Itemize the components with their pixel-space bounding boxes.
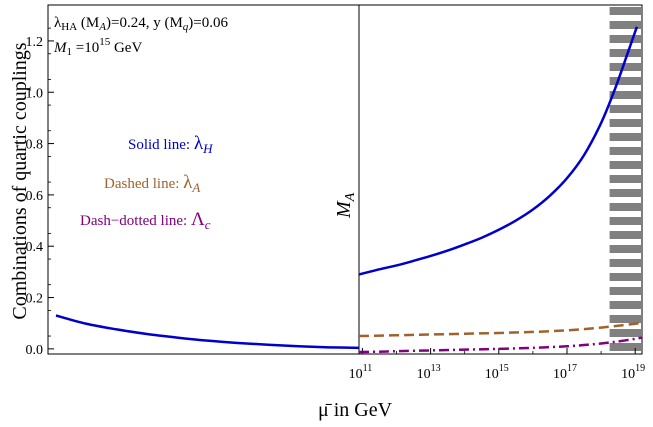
band-stripe <box>609 203 642 211</box>
x-tick-label: 1015 <box>485 363 509 382</box>
series-group <box>55 26 642 354</box>
annotation-couplings: λHA (MA)=0.24, y (Mq)=0.06 <box>54 15 229 33</box>
legend-dashed-symbol: λ <box>183 172 193 193</box>
band-stripe <box>609 91 642 99</box>
series-Lambda_c <box>358 336 642 354</box>
band-stripe <box>609 189 642 197</box>
annotation-sub3: q <box>183 21 189 33</box>
y-axis-title: Combinations of quartic couplings <box>9 42 31 319</box>
band-stripe <box>609 259 642 267</box>
x-axis-title: μ̄ in GeV <box>318 399 393 421</box>
band-stripe <box>609 287 642 295</box>
y-tick-label: 1.2 <box>26 35 44 50</box>
legend-solid-text: Solid line: <box>128 137 194 153</box>
band-stripe <box>609 21 642 29</box>
y-tick-label: 0.6 <box>26 189 44 204</box>
annotation-m: M <box>53 40 68 56</box>
legend-dashdot-symbol: Λ <box>191 209 205 230</box>
y-tick-label: 0.2 <box>26 292 44 307</box>
y-axis: 0.0 0.2 0.4 0.6 0.8 1.0 1.2 <box>26 27 54 358</box>
band-stripe <box>609 133 642 141</box>
legend-dashdot-text: Dash−dotted line: <box>80 213 191 229</box>
band-stripe <box>609 273 642 281</box>
legend-solid-sub: H <box>202 141 213 156</box>
annotation-part3: )=0.06 <box>188 15 228 31</box>
annotation-m-sub: 1 <box>67 46 73 58</box>
legend-dashdot: Dash−dotted line: Λc <box>80 209 211 232</box>
band-stripe <box>609 105 642 113</box>
y-tick-label: 0.8 <box>26 138 44 153</box>
band-stripe <box>609 329 642 337</box>
band-stripe <box>609 35 642 43</box>
annotation-lambda: λ <box>54 15 62 31</box>
series-lambda_H_low <box>55 314 360 350</box>
x-tick-label: 1019 <box>621 363 645 382</box>
vline-label-sub: A <box>343 192 358 202</box>
legend-solid-symbol: λ <box>194 133 204 154</box>
legend-dashed-text: Dashed line: <box>104 176 183 192</box>
band-stripe <box>609 175 642 183</box>
annotation-unit: GeV <box>110 40 142 56</box>
series-lambda_A <box>358 321 642 338</box>
legend-dashdot-sub: c <box>205 217 211 232</box>
y-tick-label: 0.0 <box>26 343 44 358</box>
band-stripe <box>609 343 642 351</box>
legend-dashed: Dashed line: λA <box>104 172 200 195</box>
legend-dashed-sub: A <box>191 180 200 195</box>
annotation-sup: 15 <box>99 36 111 48</box>
x-tick-label: 1017 <box>553 363 577 382</box>
annotation-part1: (M <box>77 15 99 31</box>
y-tick-label: 0.4 <box>26 240 44 255</box>
band-stripe <box>609 217 642 225</box>
vline-label: MA <box>333 192 358 219</box>
annotation-part2: )=0.24, y (M <box>106 15 183 31</box>
annotation-sub2: A <box>98 21 106 33</box>
band-stripe <box>609 147 642 155</box>
annotation-scale: M1 =1015 GeV <box>53 36 142 58</box>
excluded-band <box>609 7 642 351</box>
x-tick-label: 1013 <box>417 363 441 382</box>
band-stripe <box>609 7 642 15</box>
band-stripe <box>609 245 642 253</box>
legend-solid: Solid line: λH <box>128 133 213 156</box>
x-tick-label: 1011 <box>349 363 373 382</box>
annotation-lambda-sub: HA <box>61 21 77 33</box>
x-axis: 1011 1013 1015 1017 1019 <box>349 348 645 382</box>
y-tick-label: 1.0 <box>26 86 44 101</box>
band-stripe <box>609 231 642 239</box>
band-stripe <box>609 119 642 127</box>
band-stripe <box>609 63 642 71</box>
band-stripe <box>609 301 642 309</box>
vline-label-main: M <box>333 200 355 219</box>
band-stripe <box>609 77 642 85</box>
band-stripe <box>609 315 642 323</box>
series-lambda_H <box>358 26 639 276</box>
annotation-eq: =10 <box>72 40 99 56</box>
band-stripe <box>609 161 642 169</box>
band-stripe <box>609 49 642 57</box>
